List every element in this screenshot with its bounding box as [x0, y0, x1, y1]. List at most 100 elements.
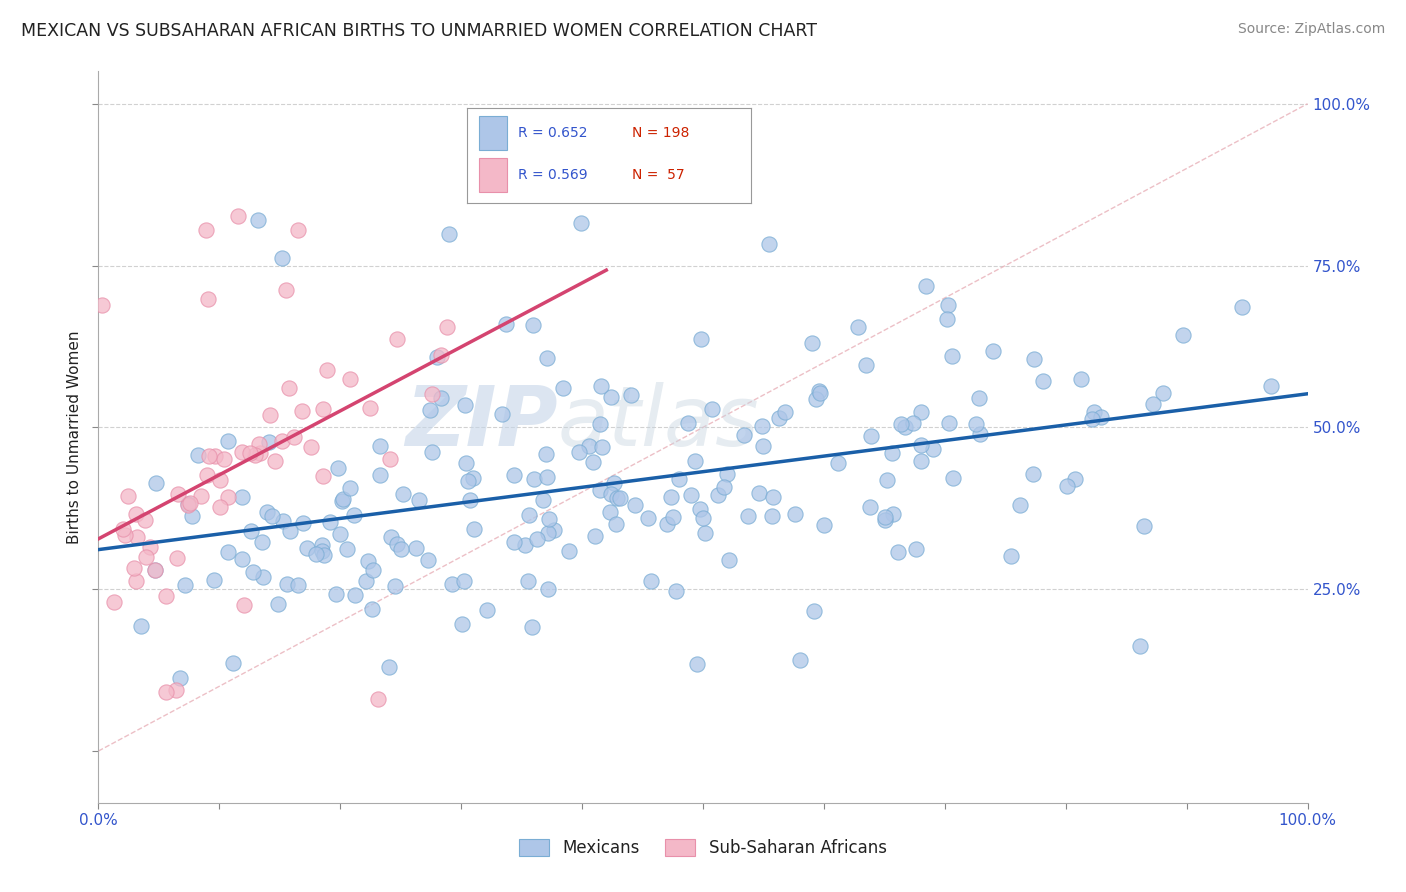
Point [181, 508, 204, 523]
Point [260, 508, 283, 523]
Point [277, 381, 299, 395]
Point [339, 372, 361, 386]
Point [1056, 479, 1078, 493]
Point [440, 577, 463, 591]
Point [600, 487, 623, 501]
Point [312, 548, 335, 562]
Point [408, 492, 430, 507]
Point [129, 619, 152, 633]
Point [378, 452, 401, 467]
Point [876, 474, 898, 488]
Point [1090, 410, 1112, 425]
Point [517, 574, 540, 588]
Point [910, 404, 932, 418]
Point [112, 522, 135, 536]
Point [249, 446, 271, 460]
Text: ZIP: ZIP [405, 382, 558, 463]
Point [591, 441, 613, 455]
Point [522, 318, 544, 332]
Point [135, 549, 157, 564]
Point [536, 351, 558, 366]
Point [419, 403, 441, 417]
Point [250, 534, 273, 549]
Point [457, 475, 479, 489]
Text: MEXICAN VS SUBSAHARAN AFRICAN BIRTHS TO UNMARRIED WOMEN CORRELATION CHART: MEXICAN VS SUBSAHARAN AFRICAN BIRTHS TO … [21, 22, 817, 40]
Point [315, 363, 337, 377]
Point [212, 451, 235, 466]
Point [713, 480, 735, 494]
Point [231, 552, 253, 566]
Point [198, 449, 221, 463]
Point [283, 430, 305, 444]
Point [166, 551, 188, 566]
Point [361, 601, 384, 615]
Point [1133, 518, 1156, 533]
Point [685, 454, 707, 468]
Point [967, 391, 990, 405]
Point [609, 491, 631, 505]
Point [127, 530, 149, 544]
Point [389, 541, 412, 556]
Point [405, 541, 427, 556]
Point [1260, 379, 1282, 393]
Point [454, 398, 477, 412]
Point [1070, 371, 1092, 385]
Point [1083, 405, 1105, 419]
Point [143, 563, 166, 577]
Point [752, 439, 775, 453]
Point [801, 335, 824, 350]
Point [252, 570, 274, 584]
Point [299, 440, 322, 454]
Point [599, 505, 621, 519]
Point [312, 401, 335, 416]
Point [846, 319, 869, 334]
Point [668, 472, 690, 486]
Point [246, 213, 269, 227]
Point [290, 404, 312, 418]
Point [938, 417, 960, 431]
Point [495, 318, 517, 332]
Point [693, 525, 716, 540]
Point [245, 448, 267, 462]
Point [190, 489, 212, 503]
Point [914, 278, 936, 293]
Point [208, 473, 231, 487]
Point [416, 553, 439, 567]
Text: Source: ZipAtlas.com: Source: ZipAtlas.com [1237, 22, 1385, 37]
Point [969, 427, 991, 442]
Point [941, 349, 963, 363]
Point [114, 528, 136, 542]
Point [295, 541, 318, 556]
Point [537, 512, 560, 526]
Point [124, 507, 146, 521]
Y-axis label: Births to Unmarried Women: Births to Unmarried Women [67, 330, 83, 544]
Point [589, 417, 612, 431]
Text: atlas: atlas [558, 382, 759, 463]
Point [271, 514, 294, 528]
Point [124, 560, 146, 574]
Point [430, 348, 453, 362]
Point [679, 487, 702, 501]
Point [354, 574, 377, 588]
Point [537, 526, 560, 541]
Point [880, 446, 903, 460]
Point [453, 574, 475, 588]
Point [813, 518, 835, 533]
Point [422, 387, 444, 401]
Point [775, 404, 797, 418]
Point [217, 545, 239, 559]
Point [276, 577, 298, 591]
Point [420, 445, 443, 459]
Point [583, 529, 606, 543]
Point [436, 320, 458, 334]
Point [751, 419, 773, 434]
Point [204, 449, 226, 463]
Point [439, 227, 461, 242]
Point [233, 598, 256, 612]
Point [536, 582, 558, 596]
Point [965, 417, 987, 432]
Point [855, 358, 877, 372]
Point [678, 416, 700, 430]
Point [620, 388, 643, 402]
Point [1173, 328, 1195, 343]
